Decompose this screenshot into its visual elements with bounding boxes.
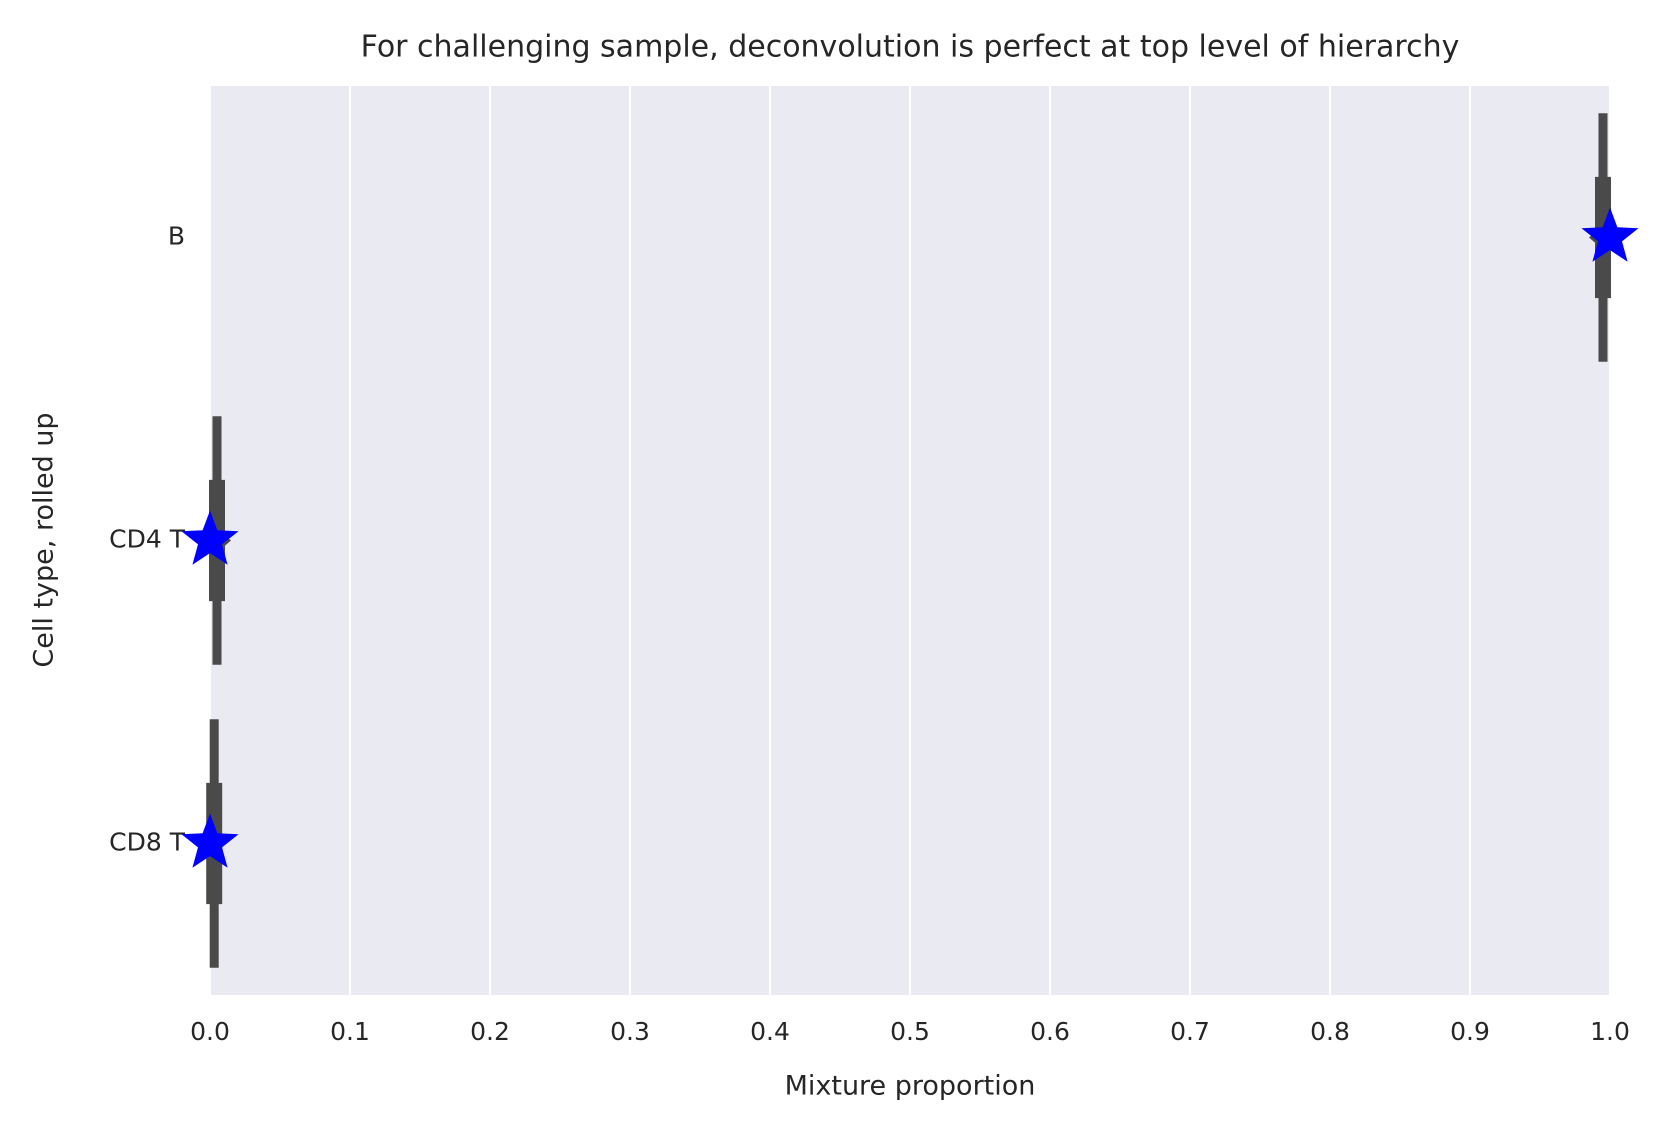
x-tick-label: 0.9 [1450,1017,1490,1046]
x-tick-label: 0.4 [750,1017,790,1046]
x-tick-label: 0.5 [890,1017,930,1046]
x-tick-label: 0.7 [1170,1017,1210,1046]
x-tick-label: 0.8 [1310,1017,1350,1046]
y-tick-label: CD8 T [109,828,186,857]
y-axis-label: Cell type, rolled up [29,412,60,667]
chart-title: For challenging sample, deconvolution is… [361,30,1460,65]
x-tick-label: 0.3 [610,1017,650,1046]
x-tick-label: 0.0 [190,1017,230,1046]
truth-star [1581,207,1639,262]
y-tick-label: B [168,222,185,251]
x-tick-label: 0.2 [470,1017,510,1046]
x-tick-label: 0.6 [1030,1017,1070,1046]
y-tick-label: CD4 T [109,525,186,554]
truth-star [181,510,239,565]
x-tick-label: 0.1 [330,1017,370,1046]
x-tick-label: 1.0 [1590,1017,1630,1046]
x-axis-label: Mixture proportion [785,1071,1036,1102]
truth-star [181,813,239,868]
